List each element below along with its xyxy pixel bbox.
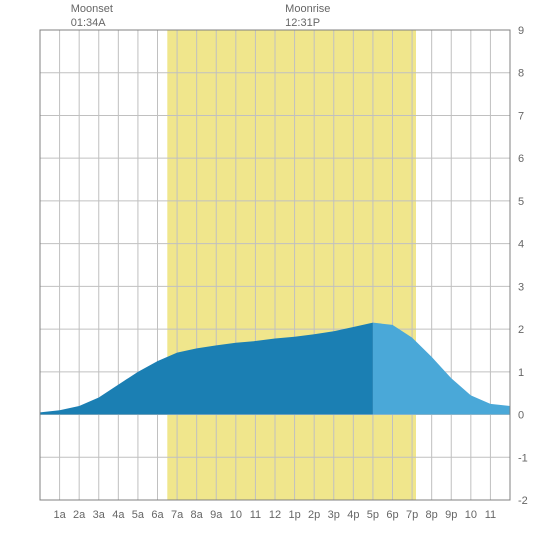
svg-text:3p: 3p bbox=[328, 509, 340, 521]
moonset-title: Moonset bbox=[71, 2, 113, 16]
tide-chart: Moonset 01:34A Moonrise 12:31P -2-101234… bbox=[0, 0, 550, 550]
svg-text:4a: 4a bbox=[112, 509, 125, 521]
svg-text:9: 9 bbox=[518, 25, 524, 37]
moonset-label: Moonset 01:34A bbox=[71, 2, 113, 31]
svg-text:3a: 3a bbox=[93, 509, 106, 521]
svg-text:4p: 4p bbox=[347, 509, 359, 521]
svg-text:9a: 9a bbox=[210, 509, 223, 521]
moonrise-label: Moonrise 12:31P bbox=[285, 2, 330, 31]
svg-text:1a: 1a bbox=[53, 509, 66, 521]
svg-text:6a: 6a bbox=[151, 509, 164, 521]
svg-text:3: 3 bbox=[518, 281, 524, 293]
svg-text:2a: 2a bbox=[73, 509, 86, 521]
svg-text:1: 1 bbox=[518, 367, 524, 379]
svg-text:9p: 9p bbox=[445, 509, 457, 521]
svg-text:8: 8 bbox=[518, 68, 524, 80]
svg-text:5p: 5p bbox=[367, 509, 379, 521]
svg-text:1p: 1p bbox=[288, 509, 300, 521]
moonrise-time: 12:31P bbox=[285, 16, 330, 30]
svg-text:11: 11 bbox=[250, 509, 261, 521]
svg-text:7a: 7a bbox=[171, 509, 184, 521]
svg-text:12: 12 bbox=[269, 509, 281, 521]
svg-text:10: 10 bbox=[465, 509, 477, 521]
svg-text:6: 6 bbox=[518, 153, 524, 165]
svg-text:2p: 2p bbox=[308, 509, 320, 521]
svg-text:0: 0 bbox=[518, 410, 524, 422]
svg-text:5: 5 bbox=[518, 196, 524, 208]
svg-text:5a: 5a bbox=[132, 509, 145, 521]
moonrise-title: Moonrise bbox=[285, 2, 330, 16]
svg-text:8p: 8p bbox=[426, 509, 438, 521]
moonset-time: 01:34A bbox=[71, 16, 113, 30]
svg-text:4: 4 bbox=[518, 239, 524, 251]
svg-text:10: 10 bbox=[230, 509, 242, 521]
svg-text:2: 2 bbox=[518, 324, 524, 336]
svg-text:11: 11 bbox=[485, 509, 496, 521]
svg-text:6p: 6p bbox=[386, 509, 398, 521]
svg-text:7p: 7p bbox=[406, 509, 418, 521]
svg-text:8a: 8a bbox=[191, 509, 204, 521]
svg-text:7: 7 bbox=[518, 110, 524, 122]
svg-text:-1: -1 bbox=[518, 452, 528, 464]
svg-text:-2: -2 bbox=[518, 495, 528, 507]
chart-canvas: -2-101234567891a2a3a4a5a6a7a8a9a1011121p… bbox=[0, 0, 550, 550]
